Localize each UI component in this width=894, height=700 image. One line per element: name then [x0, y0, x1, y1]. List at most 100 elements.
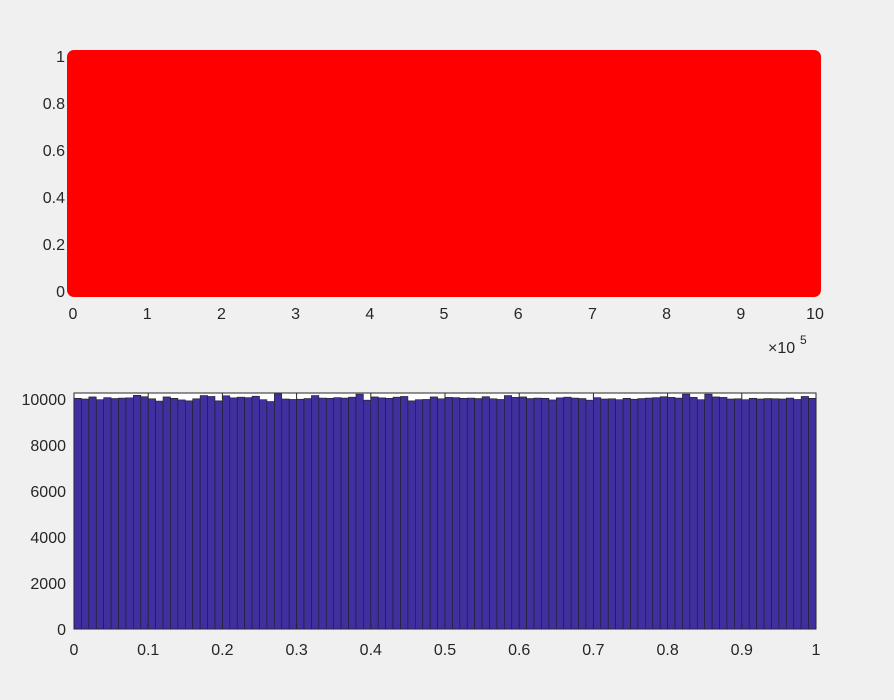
histogram-bar [118, 397, 127, 630]
scatter-x-multiplier-label: ×10 [768, 340, 795, 357]
histogram-bar [682, 393, 691, 630]
histogram-bar [437, 398, 446, 630]
scatter-xtick-label: 0 [69, 306, 78, 323]
histogram-ytick-label: 4000 [30, 530, 66, 547]
scatter-xtick-label: 9 [736, 306, 745, 323]
histogram-bar [155, 400, 164, 630]
histogram-bar [222, 395, 231, 630]
histogram-xtick-label: 0.1 [137, 642, 159, 659]
histogram-bar [385, 397, 394, 630]
histogram-bar [103, 397, 112, 630]
histogram-bar [496, 399, 505, 630]
histogram-bar [741, 399, 750, 630]
histogram-bar [630, 398, 639, 630]
histogram-bar [778, 398, 787, 630]
histogram-bar [125, 397, 134, 630]
histogram-xtick-label: 0.6 [508, 642, 530, 659]
scatter-xtick-label: 4 [365, 306, 374, 323]
histogram-bar [615, 399, 624, 630]
histogram-bar [481, 396, 490, 630]
histogram-bar [415, 399, 424, 630]
histogram-bar [162, 396, 171, 630]
histogram-bar [734, 398, 743, 630]
histogram-bar [281, 398, 290, 630]
histogram-bar [192, 398, 201, 630]
histogram-bar [489, 398, 498, 630]
histogram-bar [607, 398, 616, 630]
histogram-bar [422, 399, 431, 630]
histogram-bar [311, 395, 320, 630]
histogram-bar [288, 399, 297, 630]
histogram-bar [214, 400, 223, 630]
scatter-xtick-label: 10 [806, 306, 824, 323]
histogram-bar [600, 398, 609, 630]
scatter-ytick-label: 1 [56, 49, 65, 66]
histogram-ytick-label: 8000 [30, 438, 66, 455]
histogram-bar [763, 398, 772, 630]
histogram-bar [593, 397, 602, 630]
histogram-bar [771, 398, 780, 630]
scatter-xtick-label: 7 [588, 306, 597, 323]
histogram-bar [185, 400, 194, 630]
histogram-bar [333, 397, 342, 630]
histogram-bar [259, 399, 268, 630]
histogram-bar [748, 397, 757, 630]
histogram-bar [667, 397, 676, 630]
histogram-bar [110, 398, 119, 630]
scatter-xtick-label: 3 [291, 306, 300, 323]
scatter-axes: 0 1 2 3 4 5 6 7 8 9 10 0 0.2 0.4 0.6 0.8 1 ×10 5 [43, 49, 824, 357]
histogram-ytick-label: 10000 [22, 392, 67, 409]
histogram-bar [370, 396, 379, 630]
histogram-bar [474, 398, 483, 630]
histogram-bar [511, 397, 520, 630]
histogram-bar [88, 396, 97, 630]
histogram-bar [207, 396, 216, 630]
histogram-bar [236, 396, 245, 630]
scatter-ytick-label: 0.6 [43, 143, 65, 160]
histogram-bar [578, 398, 587, 630]
scatter-ytick-label: 0.4 [43, 190, 65, 207]
histogram-bar [548, 399, 557, 630]
histogram-bar [355, 393, 364, 630]
histogram-bar [800, 396, 809, 630]
histogram-bar [318, 397, 327, 630]
histogram-bar [645, 397, 654, 630]
histogram-bar [274, 393, 283, 630]
histogram-bar [555, 397, 565, 630]
scatter-ytick-label: 0.8 [43, 96, 65, 113]
histogram-bar [229, 397, 238, 630]
histogram-bar [459, 397, 468, 630]
scatter-points-cloud [67, 50, 821, 297]
histogram-bar [659, 396, 668, 630]
histogram-bar [696, 399, 706, 630]
histogram-xtick-label: 0.7 [582, 642, 604, 659]
histogram-bar [786, 397, 795, 630]
histogram-bar [541, 397, 550, 630]
histogram-xtick-label: 0.2 [211, 642, 233, 659]
histogram-bar [719, 397, 728, 630]
scatter-xtick-label: 2 [217, 306, 226, 323]
histogram-ytick-label: 0 [57, 622, 66, 639]
histogram-bar [377, 397, 386, 630]
histogram-bar [526, 398, 535, 630]
histogram-bar [622, 397, 631, 630]
histogram-bar [711, 396, 720, 630]
histogram-bar [244, 397, 253, 630]
histogram-bar [81, 398, 90, 630]
histogram-bar [689, 397, 698, 630]
histogram-bar [325, 397, 334, 630]
histogram-bar [199, 395, 208, 630]
histogram-bar [73, 397, 82, 630]
histogram-bar [251, 395, 260, 630]
histogram-bar [808, 397, 817, 630]
scatter-xtick-label: 8 [662, 306, 671, 323]
histogram-bar [429, 396, 438, 630]
histogram-xtick-label: 0.5 [434, 642, 456, 659]
histogram-bar [533, 397, 542, 630]
histogram-bar [407, 400, 416, 630]
histogram-bar [444, 397, 453, 630]
histogram-bar [518, 396, 527, 630]
histogram-bar [637, 398, 646, 630]
histogram-bar [147, 398, 156, 630]
histogram-bar [363, 399, 372, 630]
